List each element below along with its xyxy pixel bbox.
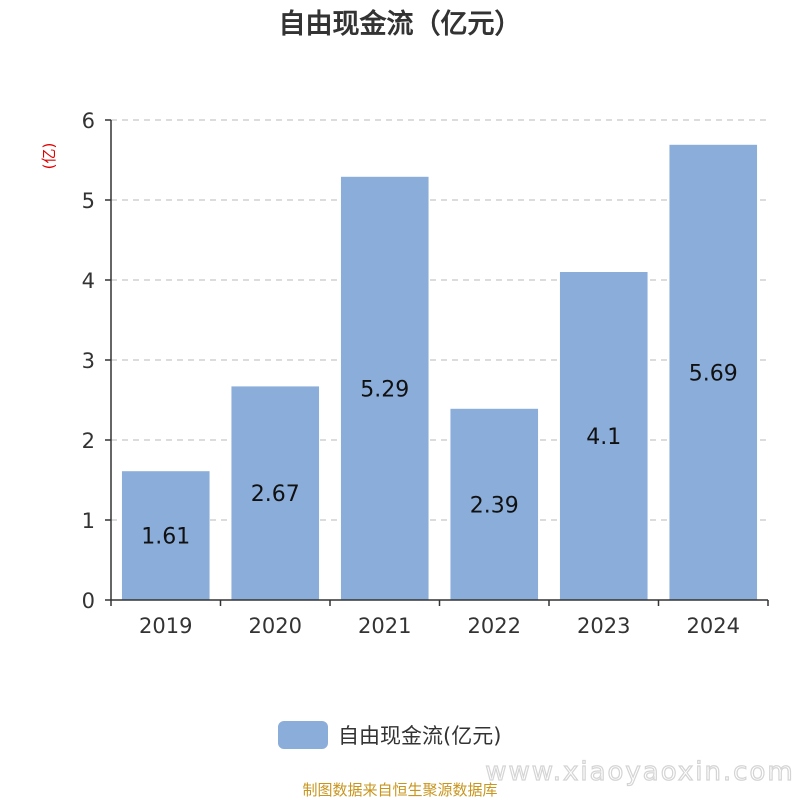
bar-2019[interactable] bbox=[121, 471, 210, 600]
data-label-2024: 5.69 bbox=[689, 361, 738, 386]
x-tick-label: 2022 bbox=[468, 614, 521, 638]
y-tick-label: 2 bbox=[82, 429, 95, 453]
y-tick-label: 5 bbox=[82, 189, 95, 213]
legend-swatch[interactable] bbox=[278, 721, 328, 749]
bar-2023[interactable] bbox=[559, 272, 648, 600]
bar-2020[interactable] bbox=[231, 386, 320, 600]
data-label-2019: 1.61 bbox=[141, 525, 190, 550]
y-tick-label: 4 bbox=[82, 269, 95, 293]
bar-2022[interactable] bbox=[450, 408, 539, 600]
data-label-2022: 2.39 bbox=[470, 493, 519, 518]
x-tick-label: 2021 bbox=[358, 614, 411, 638]
bar-2024[interactable] bbox=[669, 144, 758, 601]
y-tick-label: 1 bbox=[82, 509, 95, 533]
x-tick-label: 2024 bbox=[687, 614, 740, 638]
chart-title: 自由现金流（亿元） bbox=[279, 8, 522, 40]
data-label-2020: 2.67 bbox=[251, 482, 300, 507]
y-tick-label: 6 bbox=[82, 109, 95, 133]
x-tick-label: 2019 bbox=[139, 614, 192, 638]
watermark: www.xiaoyaoxin.com bbox=[485, 757, 794, 787]
data-label-2021: 5.29 bbox=[360, 377, 409, 402]
data-labels: 1.61 2.67 5.29 2.39 4.1 5.69 bbox=[141, 361, 737, 549]
axes: 0 1 2 3 4 5 6 2019 2020 2021 2022 2023 2024 bbox=[82, 109, 769, 638]
bars bbox=[121, 144, 758, 601]
legend-label[interactable]: 自由现金流(亿元) bbox=[338, 724, 501, 748]
source-note: 制图数据来自恒生聚源数据库 bbox=[302, 781, 497, 799]
legend[interactable]: 自由现金流(亿元) bbox=[278, 721, 501, 749]
data-label-2023: 4.1 bbox=[586, 425, 621, 450]
bar-2021[interactable] bbox=[340, 176, 429, 601]
x-tick-label: 2020 bbox=[249, 614, 302, 638]
y-tick-label: 0 bbox=[82, 589, 95, 613]
x-tick-label: 2023 bbox=[577, 614, 630, 638]
y-axis-unit-label: (亿) bbox=[40, 143, 58, 170]
y-tick-label: 3 bbox=[82, 349, 95, 373]
